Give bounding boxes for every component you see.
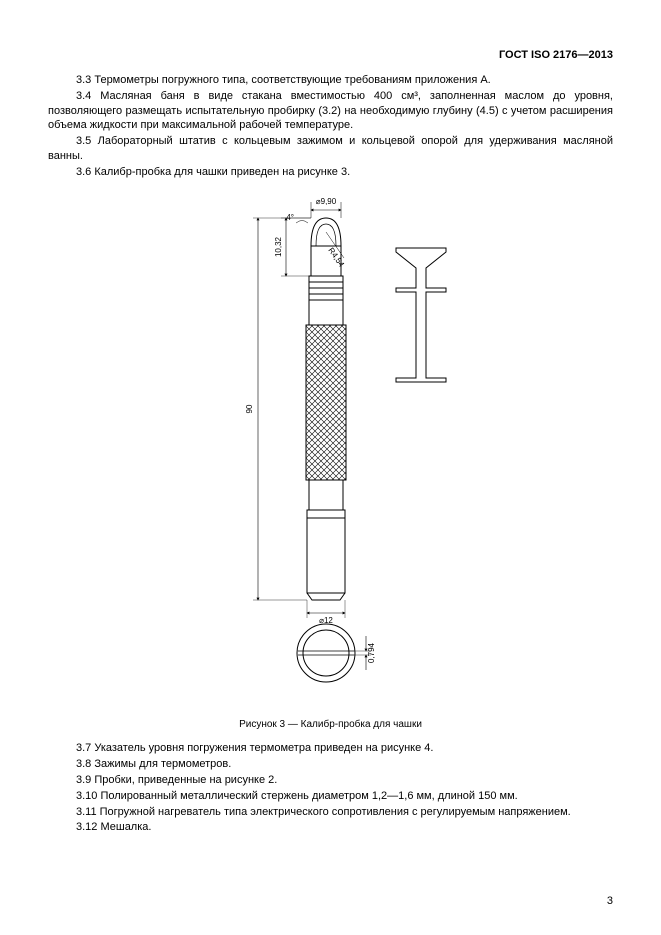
para-3-7: 3.7 Указатель уровня погружения термомет… (48, 741, 613, 756)
para-3-4: 3.4 Масляная баня в виде стакана вместим… (48, 89, 613, 134)
dim-angle: 4° (286, 213, 294, 222)
top-text-block: 3.3 Термометры погружного типа, соответс… (48, 73, 613, 180)
dim-tip-height: 10,32 (274, 236, 283, 257)
para-3-11: 3.11 Погружной нагреватель типа электрич… (48, 805, 613, 820)
page: ГОСТ ISO 2176—2013 3.3 Термометры погруж… (0, 0, 661, 935)
dim-slot: 0,794 (367, 642, 376, 663)
para-3-9: 3.9 Пробки, приведенные на рисунке 2. (48, 773, 613, 788)
bottom-text-block: 3.7 Указатель уровня погружения термомет… (48, 741, 613, 835)
plug-main-view (297, 218, 355, 682)
page-number: 3 (607, 894, 613, 909)
para-3-8: 3.8 Зажимы для термометров. (48, 757, 613, 772)
para-3-6: 3.6 Калибр-пробка для чашки приведен на … (48, 165, 613, 180)
dim-d-bottom: ⌀12 (319, 616, 333, 625)
dim-d-top: ⌀9,90 (315, 197, 336, 206)
document-id: ГОСТ ISO 2176—2013 (48, 48, 613, 63)
figure-3: ⌀9,90 4° R4,54 10,32 90 (48, 188, 613, 732)
para-3-10: 3.10 Полированный металлический стержень… (48, 789, 613, 804)
para-3-12: 3.12 Мешалка. (48, 820, 613, 835)
side-blade-view (396, 248, 446, 382)
para-3-3: 3.3 Термометры погружного типа, соответс… (48, 73, 613, 88)
figure-3-drawing: ⌀9,90 4° R4,54 10,32 90 (186, 188, 476, 708)
dim-total-height: 90 (245, 404, 254, 413)
para-3-5: 3.5 Лабораторный штатив с кольцевым зажи… (48, 134, 613, 164)
figure-3-caption: Рисунок 3 — Калибр-пробка для чашки (239, 718, 422, 732)
